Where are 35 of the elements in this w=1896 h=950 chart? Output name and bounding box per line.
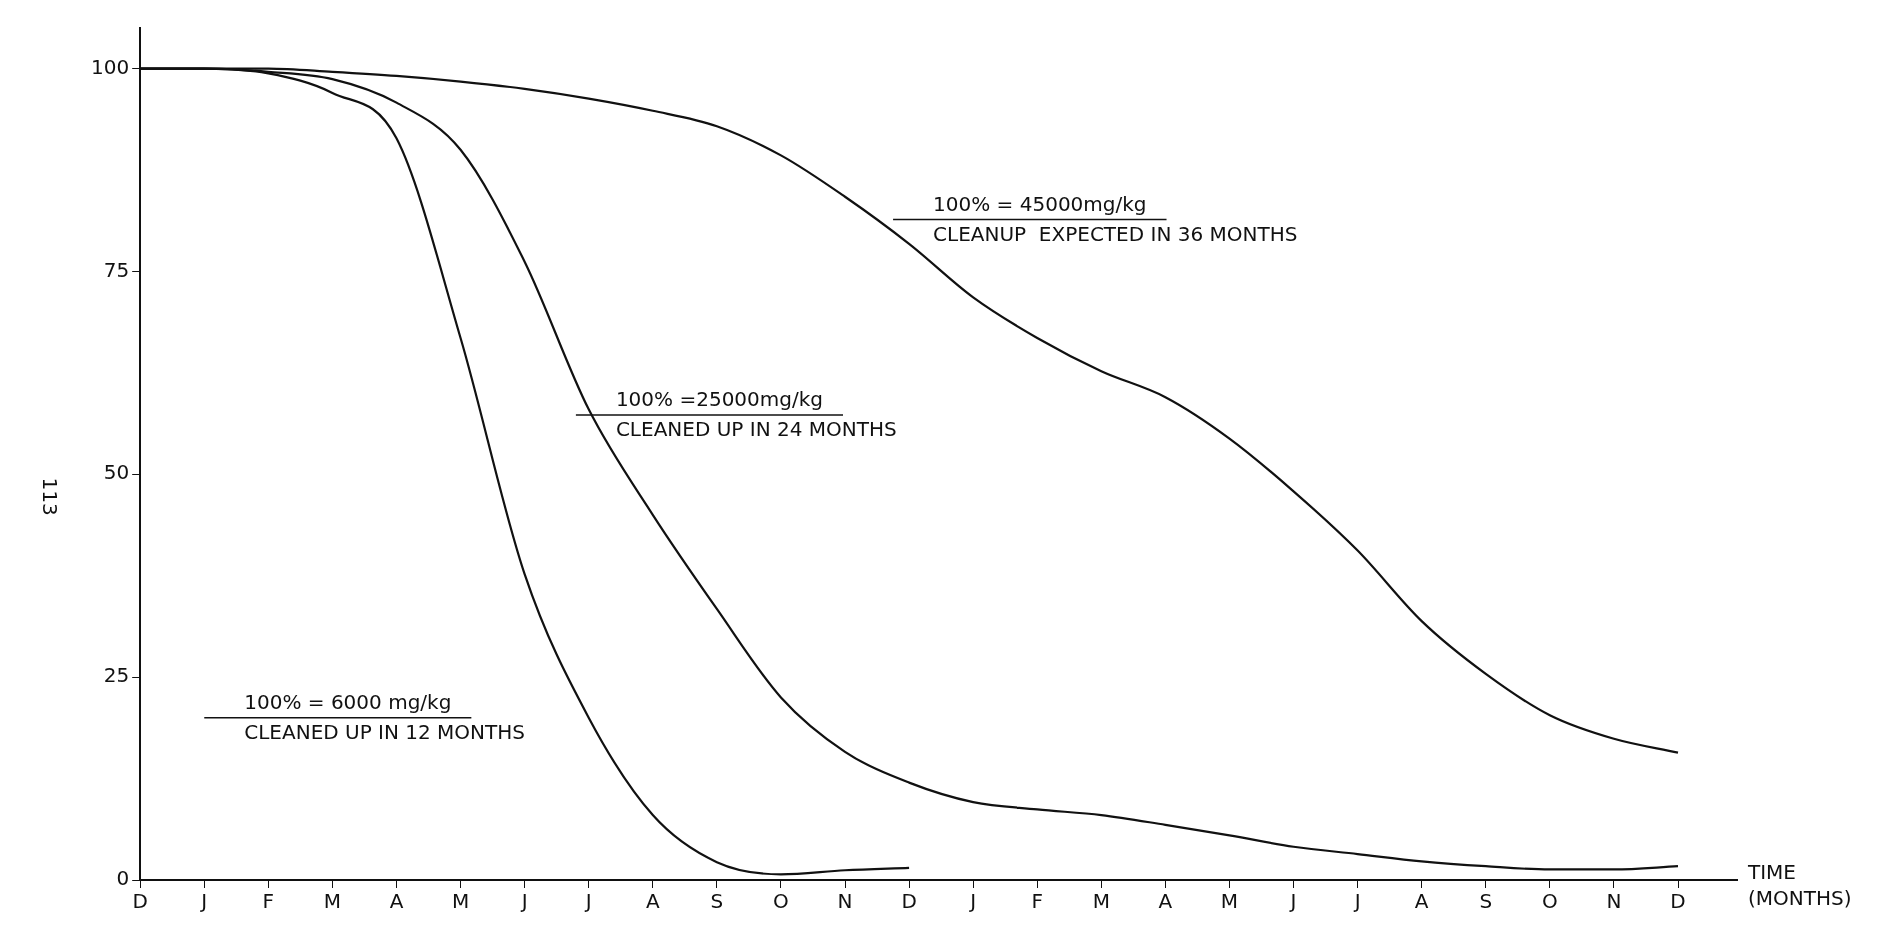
x-tick-label: O: [773, 889, 789, 914]
x-tick-label: D: [132, 889, 148, 914]
x-tick-label: S: [710, 889, 724, 914]
x-tick-label: S: [1479, 889, 1493, 914]
annotation: 100% = 6000 mg/kg CLEANED UP IN 12 MONTHS: [244, 689, 526, 744]
x-axis-title: TIME (MONTHS): [1747, 860, 1852, 911]
y-tick-label: 50: [103, 460, 130, 485]
annotation: 100% = 45000mg/kg CLEANUP EXPECTED IN 36 MONTHS: [933, 191, 1298, 246]
x-tick-label: F: [262, 889, 275, 914]
x-tick-label: O: [1541, 889, 1558, 914]
x-tick-label: D: [901, 889, 917, 914]
x-tick-label: A: [1414, 889, 1429, 914]
x-tick-label: J: [1288, 889, 1297, 914]
y-tick-label: 25: [103, 663, 130, 688]
x-tick-label: J: [519, 889, 528, 914]
x-tick-label: A: [645, 889, 660, 914]
x-tick-label: N: [837, 889, 853, 914]
x-tick-label: M: [1092, 889, 1110, 914]
text: 113: [37, 477, 62, 516]
x-tick-label: D: [1670, 889, 1686, 914]
x-tick-label: M: [323, 889, 342, 914]
x-tick-label: M: [451, 889, 470, 914]
x-tick-label: M: [1220, 889, 1239, 914]
x-tick-label: A: [389, 889, 404, 914]
annotation: 100% =25000mg/kg CLEANED UP IN 24 MONTHS: [615, 387, 897, 442]
x-tick-label: N: [1606, 889, 1622, 914]
y-tick-label: 100: [90, 54, 130, 79]
y-tick-label: 0: [116, 866, 130, 891]
x-tick-label: J: [968, 889, 977, 914]
x-tick-label: J: [199, 889, 208, 914]
x-tick-label: F: [1031, 889, 1043, 914]
x-tick-label: J: [583, 889, 592, 914]
x-tick-label: J: [1352, 889, 1361, 914]
y-tick-label: 75: [103, 257, 130, 282]
x-tick-label: A: [1158, 889, 1173, 914]
